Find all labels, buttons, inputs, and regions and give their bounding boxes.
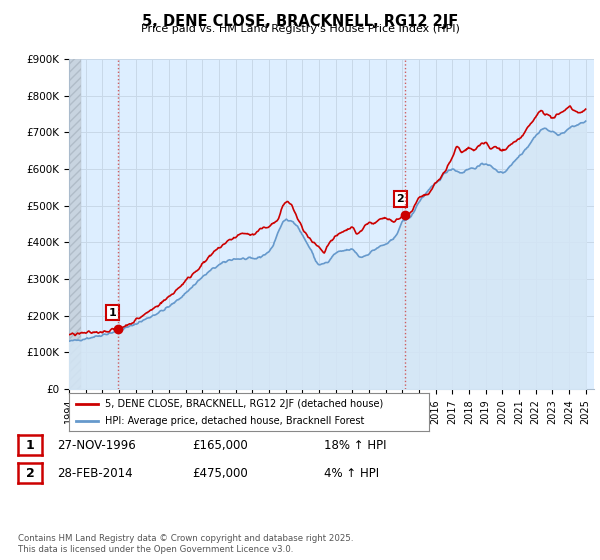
- Text: 28-FEB-2014: 28-FEB-2014: [57, 466, 133, 480]
- Text: 4% ↑ HPI: 4% ↑ HPI: [324, 466, 379, 480]
- Text: £475,000: £475,000: [192, 466, 248, 480]
- Text: 2: 2: [26, 466, 34, 480]
- Text: HPI: Average price, detached house, Bracknell Forest: HPI: Average price, detached house, Brac…: [105, 416, 364, 426]
- Text: 1: 1: [109, 307, 116, 318]
- Text: 18% ↑ HPI: 18% ↑ HPI: [324, 438, 386, 452]
- Text: 1: 1: [26, 438, 34, 452]
- Text: 27-NOV-1996: 27-NOV-1996: [57, 438, 136, 452]
- Bar: [69, 59, 81, 389]
- Text: £165,000: £165,000: [192, 438, 248, 452]
- Text: 5, DENE CLOSE, BRACKNELL, RG12 2JF: 5, DENE CLOSE, BRACKNELL, RG12 2JF: [142, 14, 458, 29]
- Text: Contains HM Land Registry data © Crown copyright and database right 2025.
This d: Contains HM Land Registry data © Crown c…: [18, 534, 353, 554]
- Text: Price paid vs. HM Land Registry's House Price Index (HPI): Price paid vs. HM Land Registry's House …: [140, 24, 460, 34]
- Text: 5, DENE CLOSE, BRACKNELL, RG12 2JF (detached house): 5, DENE CLOSE, BRACKNELL, RG12 2JF (deta…: [105, 399, 383, 409]
- Text: 2: 2: [396, 194, 404, 204]
